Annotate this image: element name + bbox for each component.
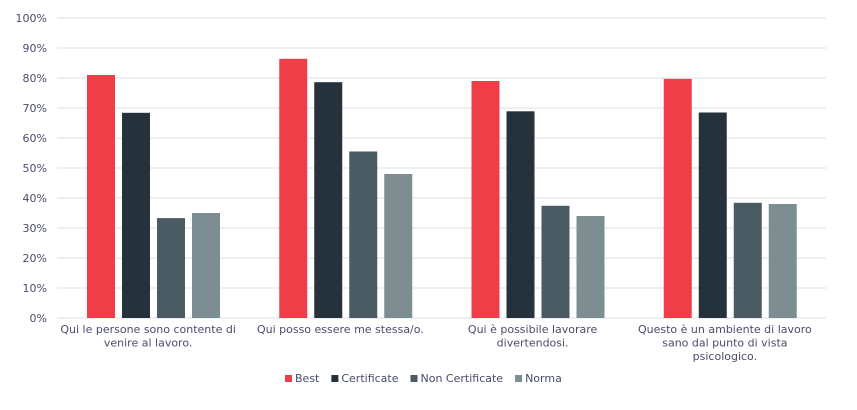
y-tick-label: 20%	[23, 252, 47, 265]
legend-swatch	[285, 375, 292, 382]
y-tick-label: 100%	[16, 12, 47, 25]
bar-best	[279, 58, 308, 319]
y-tick-label: 60%	[23, 132, 47, 145]
y-tick-label: 80%	[23, 72, 47, 85]
y-tick-label: 50%	[23, 162, 47, 175]
legend-swatch	[331, 375, 339, 382]
bar-non-certificate	[733, 202, 762, 318]
bar-norma	[192, 213, 220, 318]
x-tick-label: venire al lavoro.	[104, 337, 193, 350]
bar-certificate	[122, 112, 150, 318]
legend-label: Norma	[525, 372, 562, 385]
y-tick-label: 30%	[23, 222, 47, 235]
legend-swatch	[410, 375, 418, 382]
bar-best	[471, 81, 500, 318]
legend-label: Certificate	[341, 372, 398, 385]
x-tick-label: sano dal punto di vista	[662, 337, 787, 350]
x-tick-label: Qui posso essere me stessa/o.	[257, 323, 424, 336]
bar-best	[663, 78, 692, 319]
y-tick-label: 40%	[23, 192, 47, 205]
legend-label: Best	[295, 372, 320, 385]
x-tick-label: Qui le persone sono contente di	[60, 323, 236, 336]
x-tick-label: Qui è possibile lavorare	[468, 323, 598, 336]
bar-non-certificate	[349, 151, 378, 318]
y-tick-label: 70%	[23, 102, 47, 115]
bar-norma	[384, 174, 413, 318]
x-tick-label: psicologico.	[693, 350, 757, 363]
bar-certificate	[506, 111, 535, 318]
bar-norma	[768, 204, 797, 318]
bar-non-certificate	[157, 218, 185, 318]
x-tick-label: Questo è un ambiente di lavoro	[638, 323, 812, 336]
x-tick-label: divertendosi.	[497, 337, 569, 350]
y-tick-label: 90%	[23, 42, 47, 55]
bar-best	[87, 75, 115, 318]
bar-non-certificate	[541, 205, 570, 318]
y-tick-label: 10%	[23, 282, 47, 295]
y-tick-label: 0%	[30, 312, 47, 325]
bar-norma	[576, 216, 605, 318]
bar-certificate	[314, 82, 343, 318]
bar-certificate	[698, 112, 727, 318]
legend-label: Non Certificate	[421, 372, 504, 385]
legend-swatch	[515, 375, 523, 382]
